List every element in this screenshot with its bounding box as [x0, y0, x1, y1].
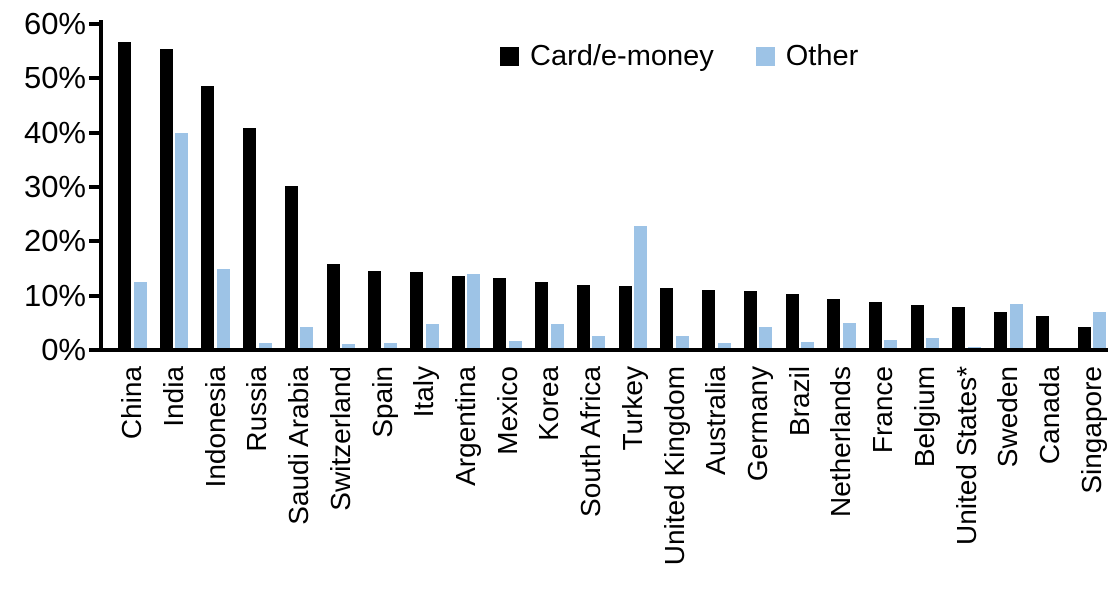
x-axis-category-label: Canada: [1034, 366, 1066, 465]
x-axis-category-label: South Africa: [575, 366, 607, 517]
legend-label-other: Other: [785, 40, 859, 72]
y-axis-tick-label: 20%: [23, 223, 86, 259]
y-tick-mark: [89, 239, 103, 244]
x-axis-category-label: Switzerland: [324, 366, 356, 511]
bar-card-e-money: [326, 263, 340, 348]
bar-card-e-money: [994, 312, 1008, 348]
x-axis-category-label: United Kingdom: [658, 366, 690, 566]
bar-other: [1093, 312, 1107, 348]
y-axis-tick-label: 10%: [23, 277, 86, 313]
x-axis-category-label: Brazil: [783, 366, 815, 437]
bar-other: [425, 324, 439, 348]
bar-card-e-money: [702, 289, 716, 348]
bar-card-e-money: [827, 298, 841, 348]
x-axis-category-label: Germany: [742, 366, 774, 482]
y-tick-mark: [89, 185, 103, 189]
x-axis-category-label: Saudi Arabia: [283, 366, 315, 525]
chart-legend: Card/e-money Other: [500, 40, 858, 73]
y-axis-tick-label: 30%: [23, 169, 86, 204]
bar-other: [717, 343, 731, 348]
bar-card-e-money: [451, 275, 465, 348]
bar-card-e-money: [284, 185, 298, 348]
bar-other: [592, 336, 606, 348]
x-axis-category-label: India: [157, 366, 189, 427]
bar-other: [300, 327, 314, 348]
bar-card-e-money: [535, 282, 549, 348]
bar-card-e-money: [118, 42, 131, 348]
x-axis: [99, 348, 1108, 352]
x-axis-category-label: Korea: [533, 366, 565, 441]
bar-other: [842, 323, 856, 348]
x-axis-category-label: Mexico: [491, 366, 523, 455]
x-axis-category-label: Singapore: [1075, 366, 1107, 494]
y-axis-tick-label: 50%: [23, 60, 86, 96]
bar-other: [258, 342, 272, 348]
x-axis-category-label: Russia: [241, 366, 273, 452]
bar-card-e-money: [1077, 326, 1091, 348]
bar-other: [1009, 303, 1023, 348]
bar-card-e-money: [243, 127, 257, 348]
bar-other: [133, 281, 147, 348]
bar-card-e-money: [868, 302, 882, 348]
bar-card-e-money: [785, 294, 799, 348]
x-axis-category-label: United States*: [950, 366, 982, 545]
x-axis-category-label: Italy: [408, 366, 440, 418]
bar-card-e-money: [660, 288, 674, 348]
y-tick-mark: [89, 348, 103, 352]
legend-item-card-e-money: Card/e-money: [500, 40, 714, 73]
y-axis-tick-label: 60%: [23, 6, 86, 42]
y-tick-mark: [89, 130, 103, 135]
bar-card-e-money: [576, 284, 590, 348]
bar-card-e-money: [952, 306, 966, 348]
x-axis-category-label: Argentina: [450, 366, 481, 486]
bar-other: [675, 336, 689, 348]
bar-other: [634, 225, 648, 348]
y-tick-mark: [89, 76, 103, 81]
bar-other: [801, 342, 815, 348]
card-e-money-swatch-icon: [500, 47, 519, 66]
y-axis-tick-label: 40%: [23, 114, 86, 150]
other-swatch-icon: [755, 47, 775, 66]
bar-other: [342, 344, 356, 348]
bar-card-e-money: [410, 272, 424, 348]
x-axis-category-label: Sweden: [992, 366, 1024, 468]
bar-card-e-money: [201, 86, 215, 348]
x-axis-category-label: Netherlands: [825, 366, 857, 517]
y-tick-mark: [89, 22, 103, 27]
bar-other: [967, 346, 981, 348]
x-axis-category-label: Turkey: [616, 366, 648, 451]
bar-card-e-money: [618, 285, 632, 348]
bar-other: [508, 341, 522, 348]
bar-card-e-money: [910, 304, 924, 348]
bar-card-e-money: [743, 290, 757, 348]
bar-other: [216, 269, 230, 348]
bar-other: [926, 337, 940, 348]
x-axis-category-label: Australia: [700, 366, 732, 475]
x-axis-category-label: Indonesia: [199, 366, 231, 488]
bar-other: [175, 132, 189, 348]
x-axis-category-label: Spain: [366, 366, 398, 438]
y-tick-mark: [89, 293, 103, 298]
bar-other: [467, 273, 481, 348]
bar-card-e-money: [368, 271, 382, 348]
bar-other: [550, 324, 564, 348]
x-axis-category-label: France: [867, 366, 899, 454]
legend-label-card-e-money: Card/e-money: [530, 40, 714, 72]
bar-other: [759, 327, 773, 348]
y-axis-tick-label: 0%: [41, 332, 86, 367]
bar-card-e-money: [1035, 315, 1049, 348]
x-axis-category-label: Belgium: [908, 366, 940, 468]
legend-item-other: Other: [755, 40, 859, 73]
bar-other: [884, 339, 898, 348]
x-axis-category-label: China: [116, 366, 148, 440]
bar-card-e-money: [159, 49, 173, 348]
bar-card-e-money: [493, 278, 507, 348]
bar-other: [383, 342, 397, 348]
